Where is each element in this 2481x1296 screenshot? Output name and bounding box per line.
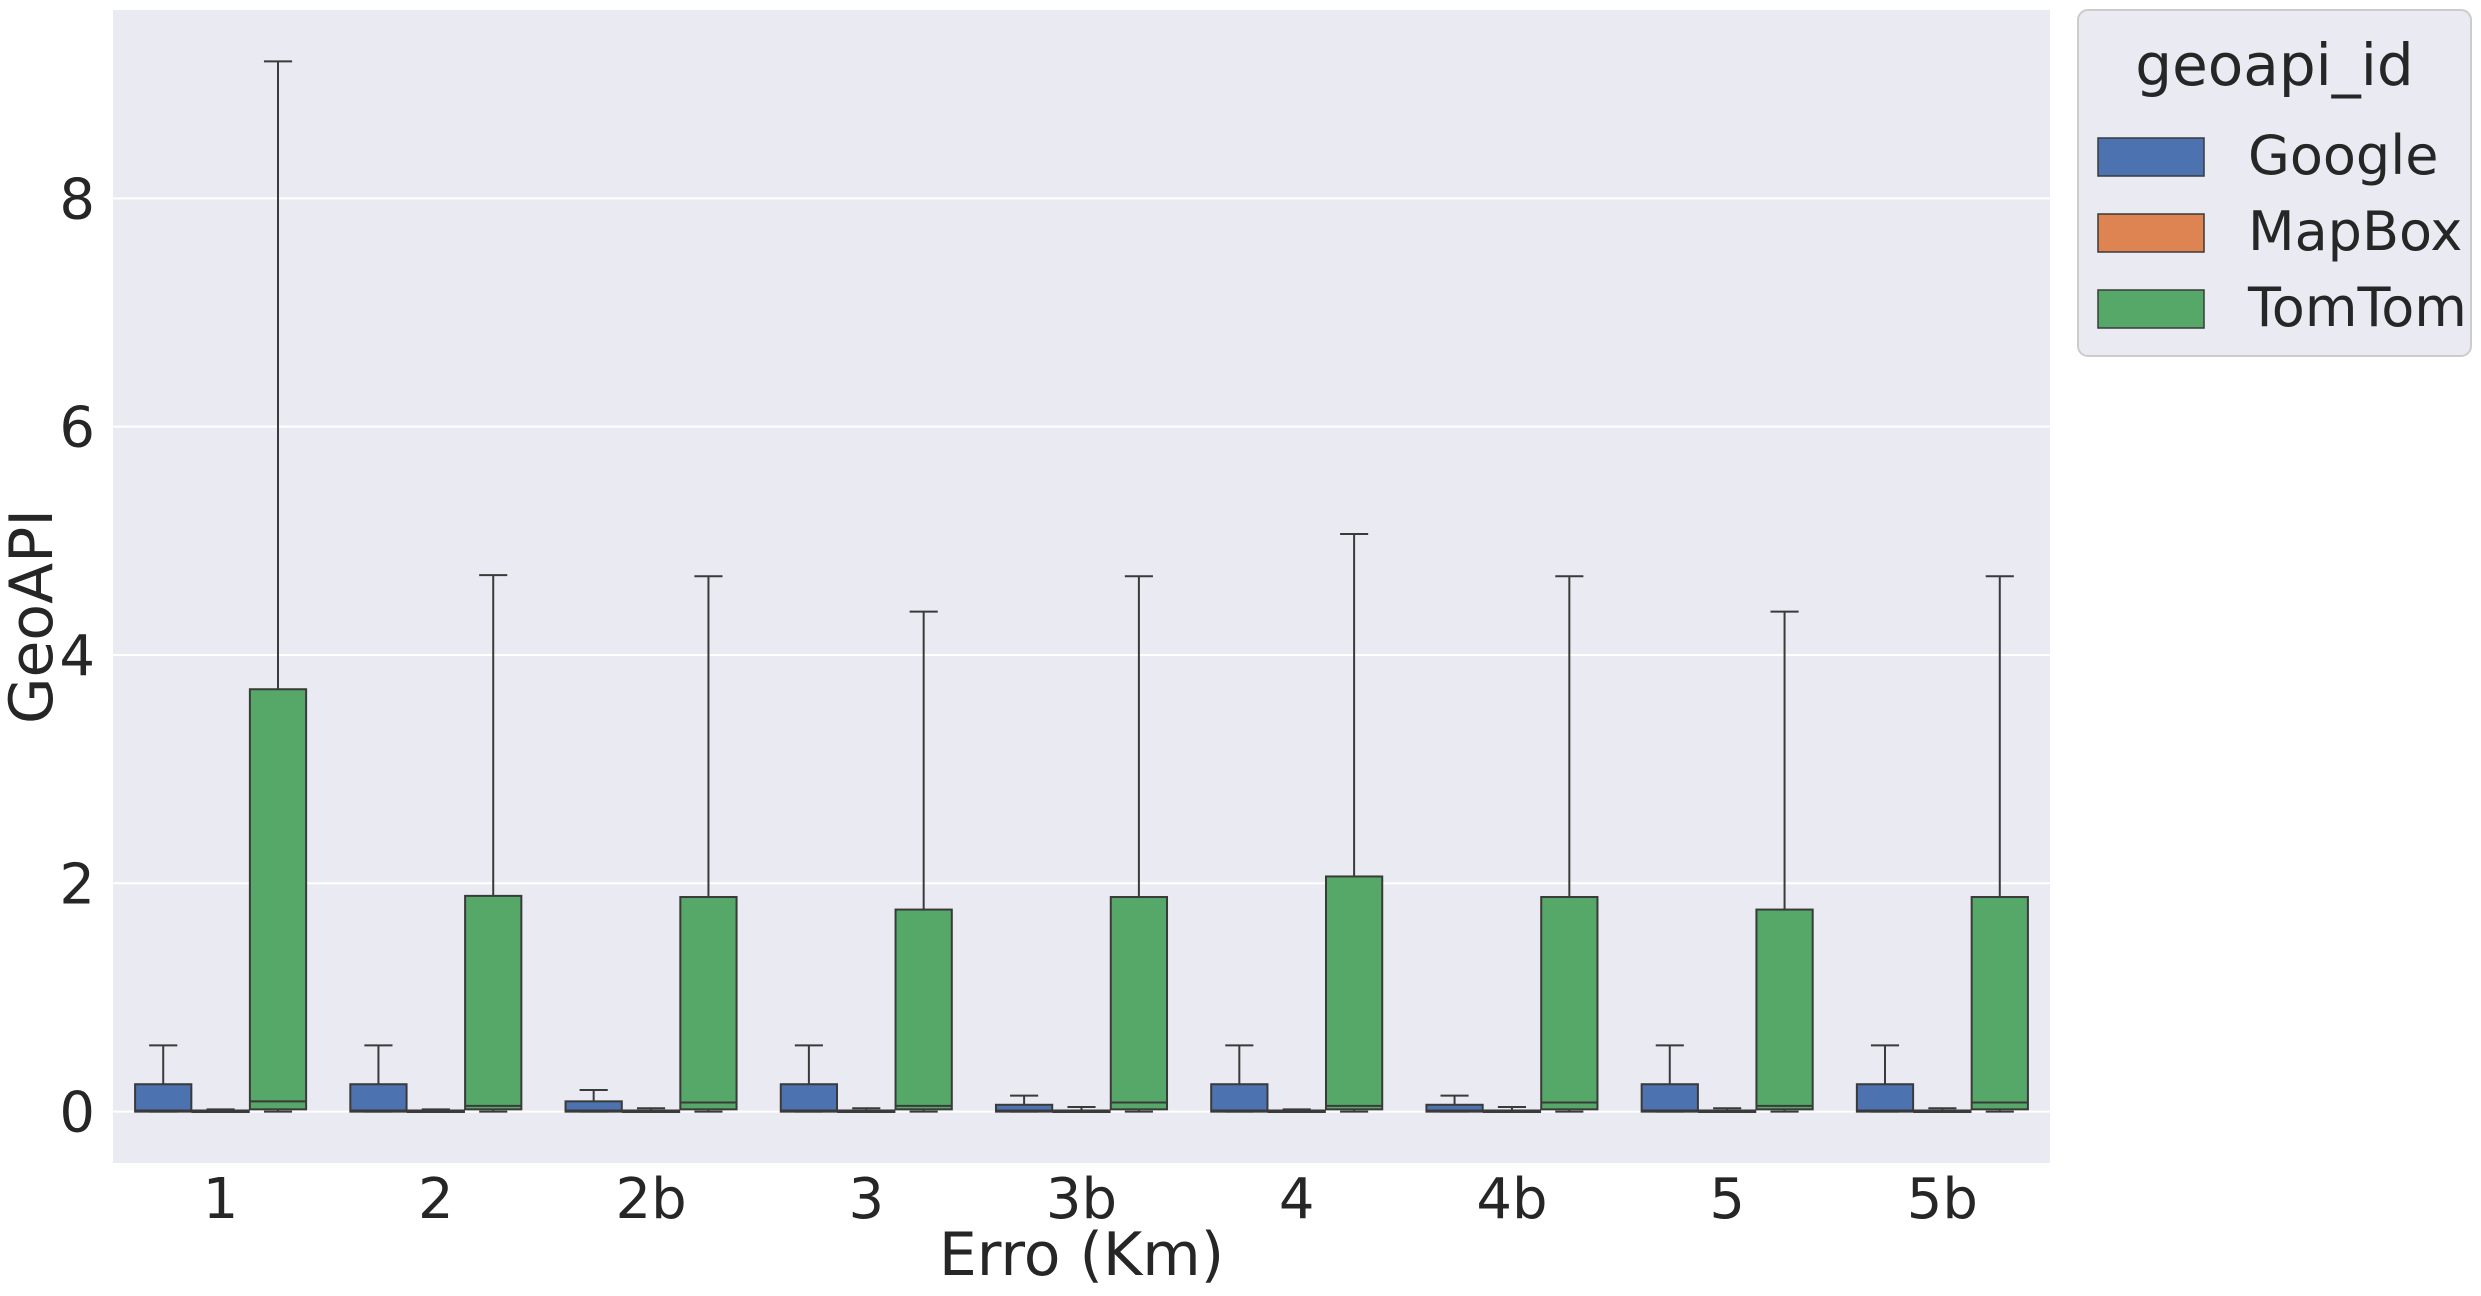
box-mapbox-3b — [1052, 1106, 1111, 1113]
box-body — [1425, 1103, 1484, 1113]
plot-background — [113, 10, 2050, 1163]
x-tick-label: 4b — [1476, 1167, 1547, 1232]
legend-label: Google — [2248, 124, 2438, 187]
box-google-5 — [1640, 1044, 1699, 1113]
y-tick-label: 2 — [59, 852, 95, 917]
y-tick-label: 6 — [59, 396, 95, 461]
legend-swatch — [2097, 213, 2205, 253]
legend-title: geoapi_id — [2135, 31, 2413, 99]
y-tick-label: 0 — [59, 1081, 95, 1146]
box-google-1 — [134, 1044, 193, 1113]
box-google-3 — [779, 1044, 839, 1113]
legend-label: MapBox — [2248, 200, 2462, 263]
box-tomtom-3 — [894, 610, 953, 1113]
box-body — [1324, 875, 1384, 1111]
box-tomtom-5b — [1970, 575, 2029, 1113]
x-tick-label: 5b — [1907, 1167, 1978, 1232]
box-google-5b — [1855, 1044, 1915, 1113]
box-body — [134, 1083, 193, 1113]
box-google-2 — [349, 1044, 408, 1113]
box-body — [1540, 896, 1599, 1111]
box-mapbox-2b — [621, 1107, 681, 1113]
box-body — [1640, 1083, 1699, 1113]
box-body — [248, 688, 308, 1111]
legend: geoapi_id Google MapBox TomTom — [2077, 9, 2472, 357]
box-tomtom-2b — [679, 575, 738, 1113]
box-tomtom-1 — [248, 60, 308, 1113]
box-body — [994, 1103, 1054, 1113]
box-mapbox-3 — [837, 1107, 896, 1113]
box-tomtom-2 — [464, 574, 523, 1113]
y-axis-label: GeoAPI — [0, 509, 67, 724]
x-axis-ticks: 1 2 2b 3 3b 4 4b 5 5b — [203, 1167, 1978, 1232]
box-body — [1109, 896, 1169, 1111]
legend-item-google: Google — [2097, 124, 2438, 187]
box-tomtom-4 — [1324, 532, 1384, 1113]
x-tick-label: 1 — [203, 1167, 239, 1232]
box-body — [1755, 908, 1814, 1111]
box-body — [679, 896, 738, 1111]
legend-items: Google MapBox TomTom — [2097, 124, 2467, 339]
box-tomtom-5 — [1755, 610, 1814, 1113]
x-tick-label: 2 — [418, 1167, 454, 1232]
legend-swatch — [2097, 289, 2205, 329]
box-body — [1855, 1083, 1915, 1113]
box-body — [464, 894, 523, 1111]
x-axis-label: Erro (Km) — [939, 1220, 1224, 1290]
box-mapbox-4b — [1482, 1106, 1542, 1113]
x-tick-label: 4 — [1279, 1167, 1315, 1232]
box-body — [1970, 896, 2029, 1111]
box-body — [1210, 1083, 1269, 1113]
box-mapbox-2 — [406, 1108, 465, 1113]
x-tick-label: 5 — [1709, 1167, 1745, 1232]
box-google-4 — [1210, 1044, 1269, 1113]
box-tomtom-4b — [1540, 575, 1599, 1113]
x-tick-label: 3b — [1046, 1167, 1117, 1232]
legend-label: TomTom — [2247, 276, 2467, 339]
y-tick-label: 8 — [59, 167, 95, 232]
box-tomtom-3b — [1109, 575, 1169, 1113]
box-mapbox-1 — [191, 1108, 250, 1113]
box-body — [894, 908, 953, 1111]
legend-frame — [2077, 9, 2472, 357]
legend-item-mapbox: MapBox — [2097, 200, 2462, 263]
box-body — [779, 1083, 839, 1113]
legend-item-tomtom: TomTom — [2097, 276, 2467, 339]
x-tick-label: 3 — [848, 1167, 884, 1232]
box-mapbox-5 — [1698, 1107, 1757, 1113]
box-google-4b — [1425, 1094, 1484, 1113]
box-body — [349, 1083, 408, 1113]
box-series — [134, 60, 2029, 1113]
box-google-2b — [564, 1088, 623, 1113]
box-body — [564, 1100, 623, 1113]
box-mapbox-4 — [1267, 1108, 1326, 1113]
y-axis-ticks: 0 2 4 6 8 — [59, 167, 95, 1145]
legend-swatch — [2097, 137, 2205, 177]
box-google-3b — [994, 1094, 1054, 1113]
box-mapbox-5b — [1913, 1107, 1972, 1113]
x-tick-label: 2b — [615, 1167, 686, 1232]
y-tick-label: 4 — [59, 624, 95, 689]
